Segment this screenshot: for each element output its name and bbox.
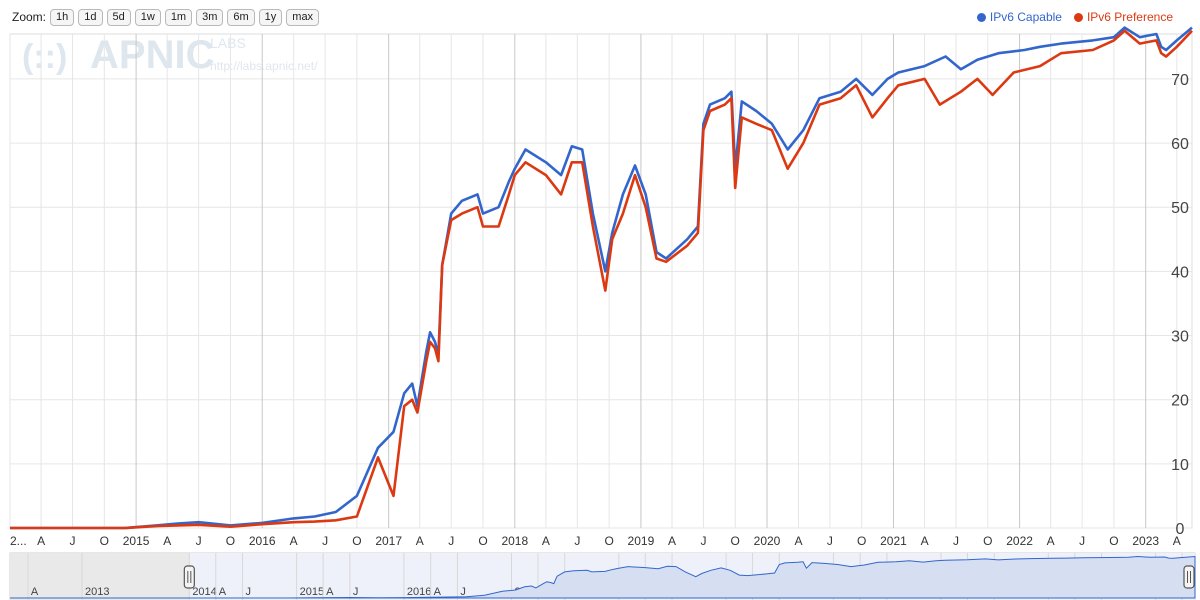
x-tick-label-7: O bbox=[226, 534, 235, 548]
y-tick-label-0: 0 bbox=[1176, 521, 1185, 538]
x-tick-label-25: A bbox=[794, 534, 802, 548]
x-tick-label-30: J bbox=[953, 534, 959, 548]
y-tick-label-60: 60 bbox=[1171, 136, 1189, 153]
x-tick-label-6: J bbox=[196, 534, 202, 548]
zoom-6m-button[interactable]: 6m bbox=[227, 9, 255, 26]
chart-grid bbox=[9, 33, 1193, 529]
navigator-tick-label-1: 2013 bbox=[85, 586, 109, 598]
zoom-1h-button[interactable]: 1h bbox=[50, 9, 75, 26]
navigator-tick-label-4: J bbox=[246, 586, 252, 598]
navigator-tick-label-0: A bbox=[31, 586, 39, 598]
navigator-tick-label-3: A bbox=[219, 586, 227, 598]
x-tick-label-31: O bbox=[983, 534, 992, 548]
x-tick-label-36: 2023 bbox=[1132, 534, 1159, 548]
x-tick-label-4: 2015 bbox=[123, 534, 150, 548]
x-tick-label-22: J bbox=[700, 534, 706, 548]
x-tick-label-21: A bbox=[668, 534, 676, 548]
y-tick-label-20: 20 bbox=[1171, 393, 1189, 410]
y-axis: 0 10 20 30 40 50 60 70 bbox=[1171, 72, 1189, 538]
legend-dot-ipv6-capable bbox=[976, 12, 986, 22]
zoom-1d-button[interactable]: 1d bbox=[78, 9, 103, 26]
x-tick-label-8: 2016 bbox=[249, 534, 276, 548]
x-tick-label-26: J bbox=[827, 534, 833, 548]
series-line-ipv6-preference bbox=[10, 29, 1193, 530]
x-axis: 2... A J O 2015 A J O 2016 A J O 2017 A J O 2018 A J O 2019 A… bbox=[10, 534, 1181, 548]
x-tick-label-28: 2021 bbox=[880, 534, 907, 548]
zoom-label: Zoom: bbox=[12, 10, 47, 24]
navigator-tick-label-2: 2014 bbox=[192, 586, 216, 598]
x-tick-label-2: J bbox=[70, 534, 76, 548]
x-tick-label-23: O bbox=[731, 534, 740, 548]
navigator-left-handle[interactable] bbox=[183, 565, 195, 589]
x-tick-label-1: A bbox=[37, 534, 45, 548]
y-tick-label-30: 30 bbox=[1171, 329, 1189, 346]
x-tick-label-5: A bbox=[163, 534, 171, 548]
navigator-tick-label-10: J bbox=[460, 586, 466, 598]
navigator-unselected-region bbox=[10, 553, 190, 600]
x-tick-label-17: A bbox=[542, 534, 550, 548]
watermark-brand: APNIC bbox=[90, 33, 214, 77]
zoom-button-group: 1h 1d 5d 1w 1m 3m 6m 1y max bbox=[50, 9, 320, 26]
legend-dot-ipv6-preference bbox=[1073, 12, 1083, 22]
x-tick-label-37: A bbox=[1173, 534, 1181, 548]
zoom-1y-button[interactable]: 1y bbox=[258, 9, 283, 26]
plot-frame bbox=[9, 33, 1193, 529]
legend-label-ipv6-preference: IPv6 Preference bbox=[1086, 10, 1173, 24]
x-tick-label-18: J bbox=[574, 534, 580, 548]
zoom-1w-button[interactable]: 1w bbox=[134, 9, 161, 26]
x-tick-label-9: A bbox=[290, 534, 298, 548]
y-tick-label-50: 50 bbox=[1171, 200, 1189, 217]
toolbar: Zoom: 1h 1d 5d 1w 1m 3m 6m 1y max IPv6 C… bbox=[0, 0, 1200, 34]
legend-label-ipv6-capable: IPv6 Capable bbox=[989, 10, 1062, 24]
watermark-logo-mark: (::) bbox=[22, 38, 67, 76]
x-tick-label-34: J bbox=[1079, 534, 1085, 548]
navigator-tick-label-5: 2015 bbox=[300, 586, 324, 598]
x-tick-label-0: 2... bbox=[10, 534, 27, 548]
series-line-ipv6-capable bbox=[10, 26, 1193, 530]
navigator-tick-label-6: A bbox=[326, 586, 334, 598]
chart-legend: IPv6 Capable IPv6 Preference bbox=[976, 10, 1173, 24]
navigator-tick-label-8: 2016 bbox=[407, 586, 431, 598]
x-tick-label-14: J bbox=[448, 534, 454, 548]
x-tick-label-11: O bbox=[352, 534, 361, 548]
x-tick-label-16: 2018 bbox=[501, 534, 528, 548]
x-tick-label-12: 2017 bbox=[375, 534, 402, 548]
x-tick-label-13: A bbox=[416, 534, 424, 548]
x-tick-label-27: O bbox=[857, 534, 866, 548]
x-tick-label-10: J bbox=[322, 534, 328, 548]
y-tick-label-70: 70 bbox=[1171, 72, 1189, 89]
zoom-5d-button[interactable]: 5d bbox=[106, 9, 131, 26]
legend-item-ipv6-preference[interactable]: IPv6 Preference bbox=[1073, 10, 1173, 24]
y-tick-label-40: 40 bbox=[1171, 264, 1189, 281]
watermark-url: http://labs.apnic.net/ bbox=[210, 59, 318, 73]
x-tick-label-29: A bbox=[921, 534, 929, 548]
navigator-series-area bbox=[10, 555, 1196, 599]
zoom-1m-button[interactable]: 1m bbox=[164, 9, 193, 26]
chart-series-layer bbox=[10, 26, 1193, 530]
x-tick-label-3: O bbox=[100, 534, 109, 548]
navigator-right-handle[interactable] bbox=[1183, 565, 1195, 589]
x-tick-label-24: 2020 bbox=[754, 534, 781, 548]
x-tick-label-32: 2022 bbox=[1006, 534, 1033, 548]
x-tick-label-35: O bbox=[1109, 534, 1118, 548]
handle-grip[interactable] bbox=[1183, 565, 1195, 589]
y-tick-label-10: 10 bbox=[1171, 457, 1189, 474]
x-tick-label-15: O bbox=[478, 534, 487, 548]
handle-grip[interactable] bbox=[183, 565, 195, 589]
watermark-labs: LABS bbox=[210, 35, 246, 51]
apnic-labs-watermark: (::) APNIC LABS http://labs.apnic.net/ bbox=[22, 33, 318, 77]
navigator-tick-label-9: A bbox=[434, 586, 442, 598]
x-tick-label-20: 2019 bbox=[628, 534, 655, 548]
range-navigator[interactable]: A20132014AJ2015AJ2016AJ2017AJ2018AJ2019A… bbox=[9, 552, 1196, 600]
x-tick-label-33: A bbox=[1047, 534, 1055, 548]
zoom-3m-button[interactable]: 3m bbox=[196, 9, 224, 26]
navigator-tick-label-7: J bbox=[353, 586, 359, 598]
legend-item-ipv6-capable[interactable]: IPv6 Capable bbox=[976, 10, 1062, 24]
x-tick-label-19: O bbox=[604, 534, 613, 548]
zoom-max-button[interactable]: max bbox=[286, 9, 320, 26]
